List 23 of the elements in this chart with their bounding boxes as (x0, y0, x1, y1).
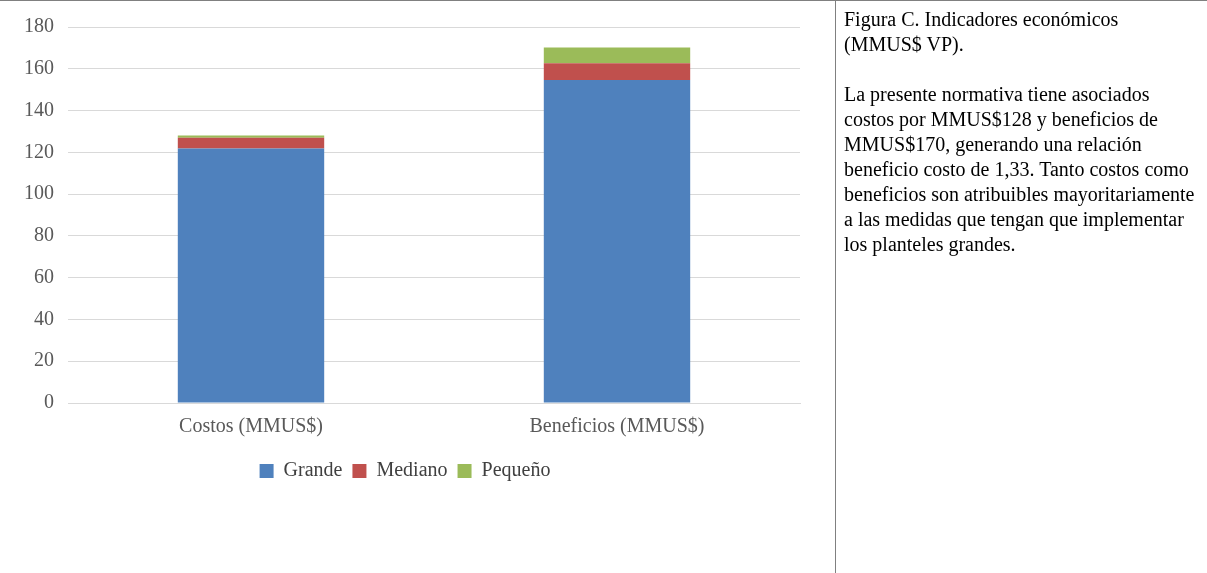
bar (543, 63, 691, 81)
y-tick-label: 40 (34, 306, 54, 329)
bar (543, 80, 691, 403)
x-tick-label: Costos (MMUS$) (179, 414, 323, 438)
y-tick-label: 80 (34, 223, 54, 246)
y-tick-label: 100 (24, 181, 54, 204)
bar (177, 135, 325, 138)
legend-label: Grande (283, 458, 343, 481)
legend-label: Pequeño (481, 458, 551, 482)
bar (177, 137, 325, 149)
x-tick-label: Beneficios (MMUS$) (529, 414, 705, 438)
y-tick-label: 120 (24, 139, 54, 162)
text: La presente normativa tiene asociados costos por MMUS$128 y beneficios de MMUS$170, generando una relación beneficio costo de 1,33. Tanto costos como beneficios son atribuibles mayoritariamente a las medidas que tengan que implementar los planteles grandes. (844, 82, 1196, 257)
y-tick-label: 0 (44, 390, 54, 413)
y-tick-label: 20 (34, 348, 54, 371)
legend-label: Mediano (376, 458, 448, 481)
text: Figura C. Indicadores económicos (MMUS$ VP). (844, 7, 1120, 57)
y-tick-label: 140 (24, 97, 54, 120)
bar (177, 148, 325, 403)
y-tick-label: 60 (34, 264, 54, 287)
y-tick-label: 160 (24, 56, 54, 79)
bar (543, 47, 691, 64)
y-tick-label: 180 (24, 14, 54, 37)
